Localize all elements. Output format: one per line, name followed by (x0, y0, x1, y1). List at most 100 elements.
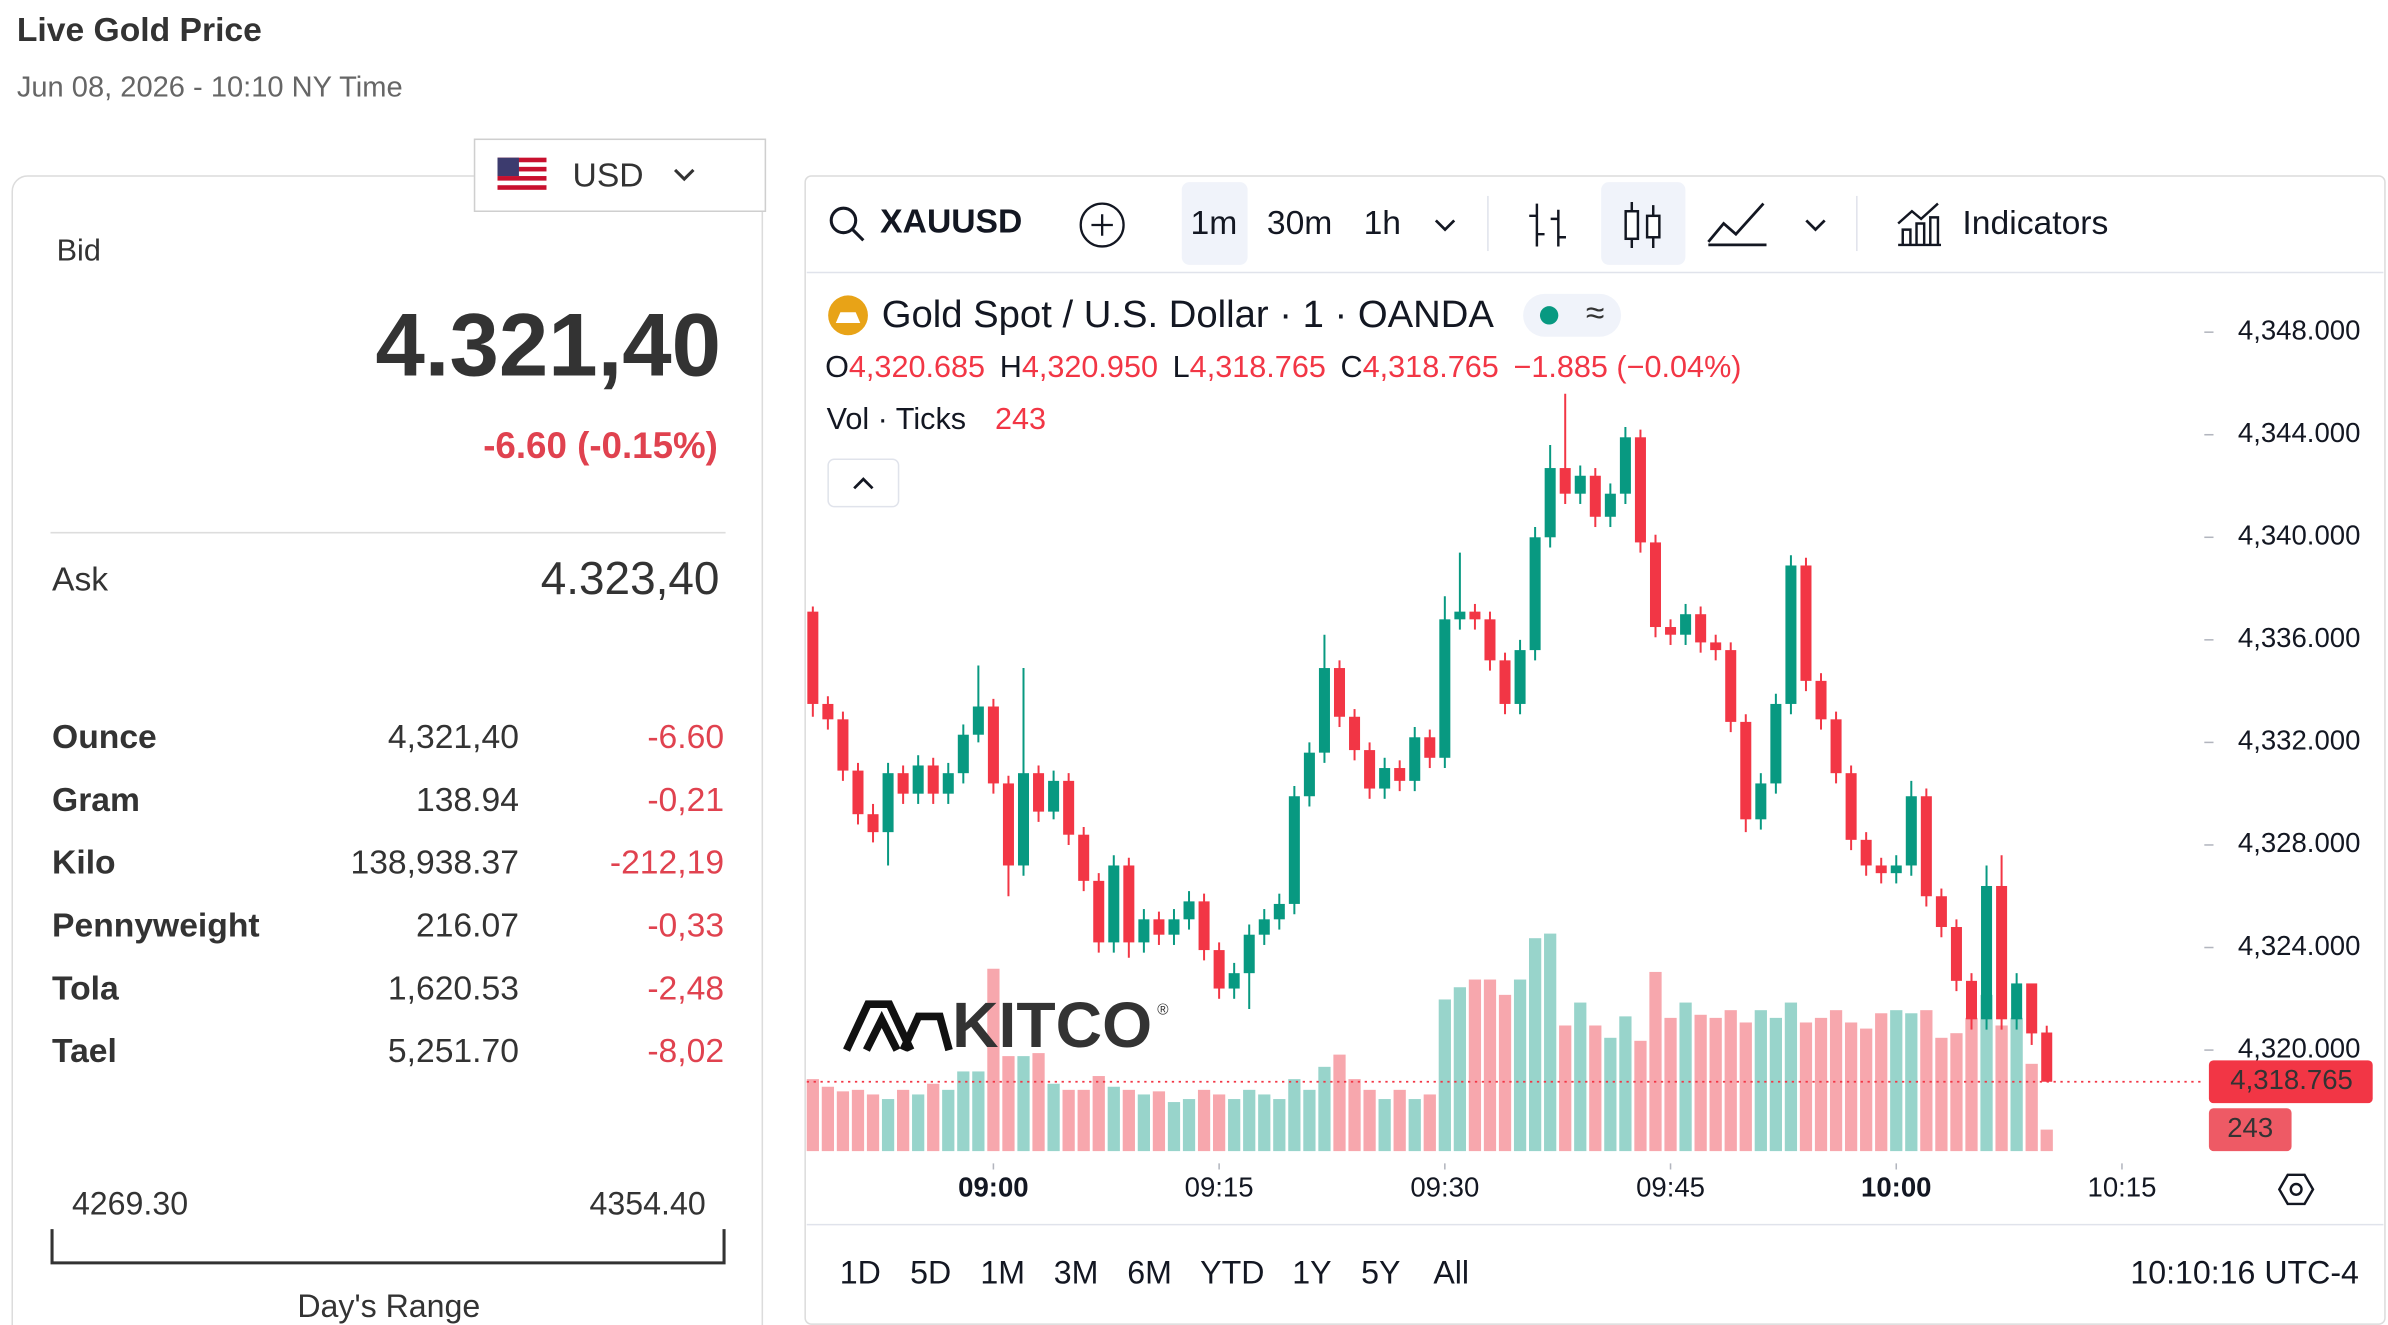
volume-bar (897, 1089, 910, 1152)
candle-body (1364, 750, 1376, 789)
unit-price: 138.94 (416, 782, 519, 819)
volume-bar (1318, 1066, 1331, 1152)
volume-bar (1935, 1037, 1948, 1152)
interval[interactable]: 1h (1364, 205, 1401, 242)
chevron (673, 168, 695, 182)
range-button[interactable]: 5D (910, 1255, 951, 1291)
price-panel (11, 175, 764, 1325)
range-buttons: 1D 5D 1M 3M 6M YTD 1Y 5Y All (840, 1255, 1469, 1291)
candle-body (1875, 865, 1887, 874)
candle-body (1349, 716, 1361, 751)
data-delay-icon: ≈ (1586, 295, 1604, 332)
range-button[interactable]: 1Y (1292, 1255, 1331, 1291)
unit-price: 5,251.70 (388, 1033, 519, 1070)
volume-bar (1032, 1053, 1045, 1152)
unit-name: Gram (52, 782, 140, 819)
gold-bar-icon (835, 312, 861, 323)
candle-body (2041, 1032, 2053, 1082)
collapse-legend[interactable] (827, 458, 900, 508)
candle-body (1544, 468, 1556, 538)
volume-bar (1559, 1025, 1572, 1152)
volume-bar (972, 1071, 985, 1152)
volume-bar (1875, 1013, 1888, 1152)
volume-bar (1860, 1028, 1873, 1152)
volume-bar (1228, 1099, 1241, 1152)
unit-name: Tola (52, 970, 119, 1007)
indicators-icon[interactable] (1897, 202, 1942, 247)
candle-body (822, 703, 834, 720)
ask-label: Ask (52, 562, 108, 599)
range-button[interactable]: 1D (840, 1255, 881, 1291)
unit-price: 216.07 (416, 908, 519, 945)
unit-price: 138,938.37 (350, 845, 518, 882)
last-price-label: 4,318.765 (2230, 1064, 2353, 1095)
unit-change: -6.60 (647, 719, 724, 756)
candle-body (852, 770, 864, 815)
volume-bar (2010, 1017, 2023, 1152)
unit-change: -0,33 (647, 908, 724, 945)
volume-bar (1303, 1089, 1316, 1152)
range-button[interactable]: 3M (1054, 1255, 1099, 1291)
interval[interactable]: 1m (1191, 205, 1238, 242)
close-key: C (1341, 350, 1363, 384)
search-icon[interactable] (829, 206, 858, 235)
volume-bar (1258, 1094, 1271, 1152)
volume-bar (1212, 1094, 1226, 1152)
candle-body (1695, 614, 1707, 643)
volume-bar (1784, 1002, 1798, 1152)
clock: 10:10:16 UTC-4 (2130, 1255, 2359, 1291)
interval[interactable]: 30m (1267, 205, 1332, 242)
interval-active-bg (1181, 182, 1248, 265)
range-button[interactable]: All (1433, 1255, 1469, 1291)
volume-bar (927, 1083, 940, 1152)
candle-body (1093, 880, 1105, 943)
candle-body (1890, 865, 1902, 874)
range-high: 4354.40 (590, 1186, 706, 1222)
volume-bar (1438, 999, 1451, 1152)
volume-bar (1077, 1089, 1090, 1152)
volume-bar (851, 1089, 865, 1152)
kitco-mark (843, 1000, 953, 1052)
chevron-up (853, 477, 874, 490)
x-tick-label: 09:30 (1410, 1172, 1479, 1203)
currency-code[interactable]: USD (573, 157, 644, 194)
open-key: O (825, 350, 849, 384)
candle-body (1153, 919, 1165, 935)
volume-bar (1829, 1010, 1843, 1152)
x-tick-label: 10:15 (2087, 1172, 2156, 1203)
volume-bar (1243, 1089, 1256, 1152)
range-button[interactable]: 1M (980, 1255, 1025, 1291)
candle-body (1318, 668, 1330, 753)
volume-bar (1679, 1002, 1692, 1152)
volume-bar (1197, 1089, 1211, 1152)
chart-type-menu[interactable] (1805, 219, 1826, 232)
candle-body (1123, 865, 1135, 943)
symbol[interactable]: XAUUSD (880, 203, 1022, 240)
area-icon[interactable] (1707, 202, 1767, 247)
volume-bar (1814, 1017, 1828, 1152)
open-value: 4,320.685 (849, 350, 985, 384)
range-button[interactable]: YTD (1200, 1255, 1264, 1291)
volume-bar (1664, 1017, 1677, 1152)
compare-button[interactable] (1079, 202, 1125, 248)
volume-bar (1694, 1014, 1707, 1152)
volume-bar (1890, 1010, 1903, 1152)
volume-bar (1724, 1010, 1737, 1152)
candle-body (1183, 901, 1195, 920)
interval-menu[interactable] (1434, 219, 1456, 232)
bars-icon[interactable] (1529, 203, 1566, 247)
range-button[interactable]: 5Y (1361, 1255, 1400, 1291)
volume-bar (2025, 1063, 2038, 1152)
currency-select[interactable]: USD (473, 138, 767, 213)
candle-body (1288, 796, 1300, 904)
y-tick-label: 4,348.000 (2238, 314, 2361, 345)
candle-body (1002, 783, 1014, 866)
candles-icon-body (1624, 210, 1640, 241)
unit-name: Kilo (52, 845, 116, 882)
candle-body (1740, 721, 1752, 820)
indicators-button[interactable]: Indicators (1962, 205, 2108, 242)
range-button[interactable]: 6M (1127, 1255, 1172, 1291)
volume-bar (1528, 938, 1542, 1152)
settings-icon[interactable] (2277, 1173, 2315, 1206)
volume-bar (1513, 979, 1527, 1152)
